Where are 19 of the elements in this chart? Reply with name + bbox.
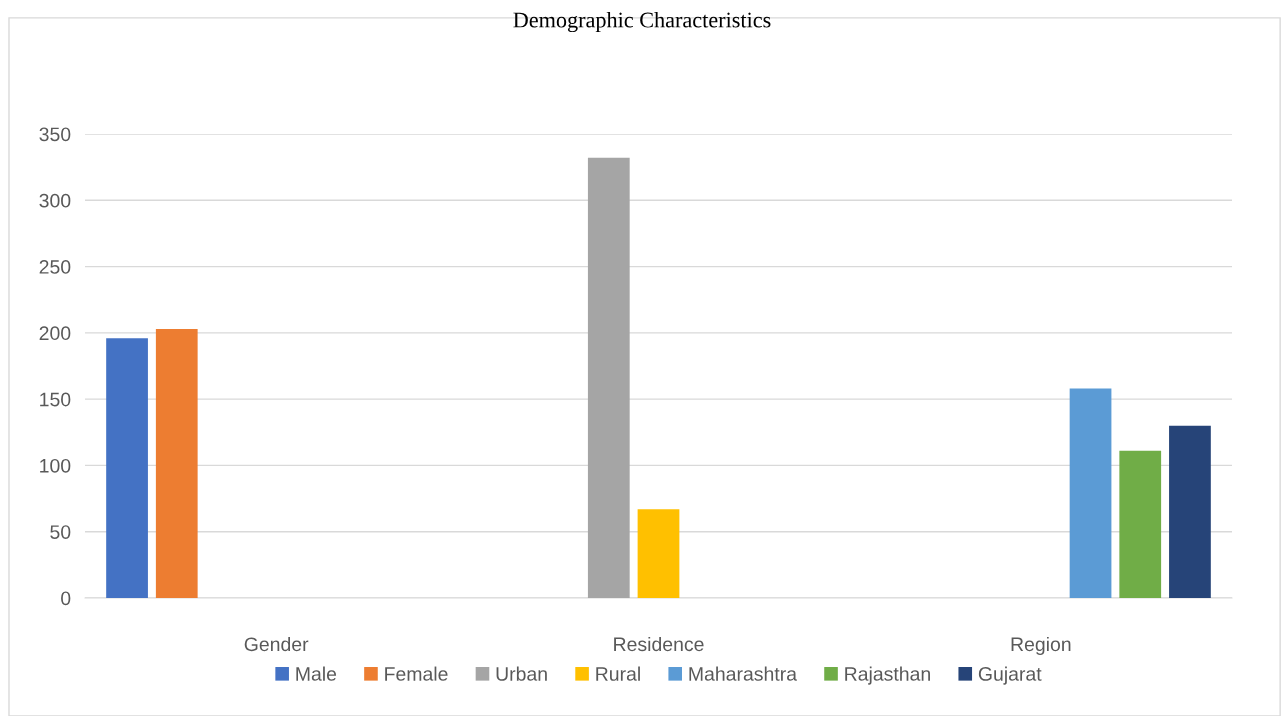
legend-label: Urban: [496, 666, 547, 681]
legend-label: Gujarat: [978, 666, 1042, 685]
y-tick-label: 50: [50, 525, 71, 539]
x-tick-label: Region: [1011, 636, 1071, 656]
y-tick-label: 200: [39, 326, 71, 341]
x-tick-label: Residence: [614, 636, 704, 652]
y-tick-label: 250: [39, 260, 71, 274]
legend-label: Rural: [596, 666, 640, 681]
legend-label: Maharashtra: [689, 666, 798, 681]
y-tick-label: 100: [40, 458, 71, 473]
y-tick-label: 300: [39, 193, 71, 208]
y-tick-label: 0: [61, 591, 71, 606]
legend-label: Rajasthan: [845, 666, 930, 685]
y-tick-label: 350: [39, 127, 71, 142]
legend-label: Male: [296, 666, 337, 681]
y-tick-label: 150: [40, 392, 71, 407]
x-tick-label: Gender: [244, 636, 309, 652]
legend-label: Female: [385, 666, 448, 681]
chart-title: Demographic Characteristics: [513, 11, 771, 33]
